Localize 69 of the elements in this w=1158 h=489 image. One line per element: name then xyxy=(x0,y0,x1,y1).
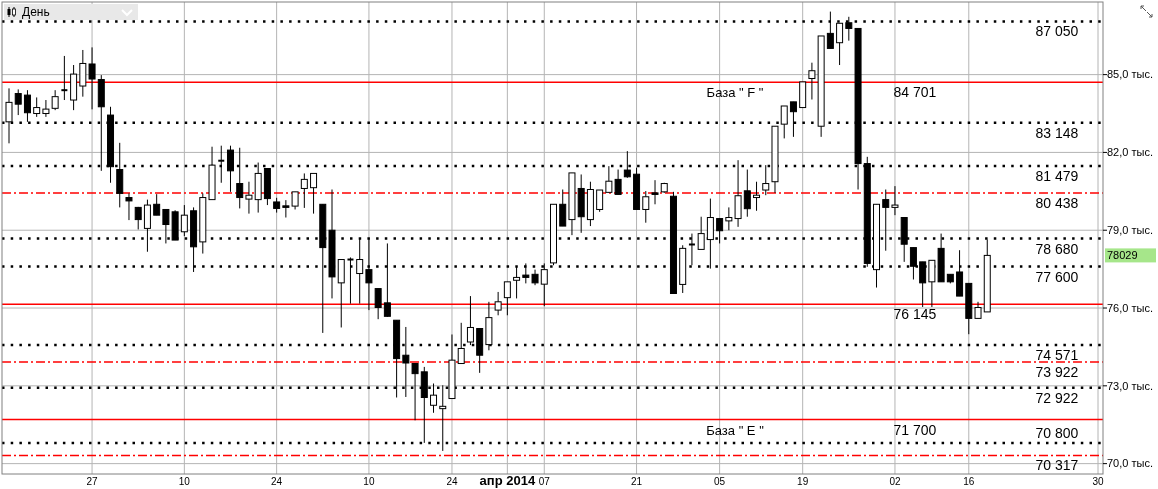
candlestick xyxy=(651,179,659,205)
x-tick-label: 27 xyxy=(86,476,99,487)
ref-line-label: 76 145 xyxy=(893,306,937,323)
ref-line-label: 72 922 xyxy=(1035,389,1079,406)
x-tick-label: 07 xyxy=(538,476,551,487)
x-tick-label: 10 xyxy=(363,476,375,487)
ref-line-label: 78 680 xyxy=(1035,240,1079,257)
ref-line-label: 73 922 xyxy=(1035,363,1079,380)
candlestick xyxy=(559,189,567,227)
ref-line-label: 74 571 xyxy=(1035,347,1079,364)
candlestick xyxy=(180,204,188,237)
candlestick xyxy=(734,159,742,228)
y-tick-label: 76,0 тыс. xyxy=(1107,301,1153,314)
candlestick xyxy=(697,216,705,250)
candlestick xyxy=(494,291,502,316)
candlestick xyxy=(743,169,751,218)
x-tick-label: 21 xyxy=(631,476,643,487)
annotation: База " F " xyxy=(706,85,764,101)
candlestick xyxy=(33,96,41,118)
y-tick-label: 85,0 тыс. xyxy=(1107,68,1153,81)
candlestick xyxy=(374,288,382,320)
candlestick xyxy=(310,172,318,215)
ref-line-label: 70 317 xyxy=(1035,457,1079,474)
ref-line-label: 70 800 xyxy=(1035,424,1079,441)
candlestick xyxy=(439,384,447,452)
x-tick-label: 16 xyxy=(963,476,975,487)
x-tick-label: 10 xyxy=(178,476,191,487)
y-tick-label: 73,0 тыс. xyxy=(1107,379,1153,392)
y-tick-label: 82,0 тыс. xyxy=(1107,146,1153,159)
y-tick-label: 70,0 тыс. xyxy=(1107,457,1153,470)
candlestick xyxy=(503,281,511,316)
candlestick xyxy=(125,192,133,221)
ref-line-label: 84 701 xyxy=(893,84,937,101)
x-tick-label: 24 xyxy=(271,476,283,487)
candlestick xyxy=(882,189,890,252)
candlestick xyxy=(300,172,308,209)
candlestick xyxy=(245,181,253,215)
text: 78029 xyxy=(1107,249,1138,262)
x-tick-label: 30 xyxy=(1092,476,1104,487)
ref-line-label: 71 700 xyxy=(893,421,937,438)
ref-line-label: 87 050 xyxy=(1035,23,1079,40)
candlestick xyxy=(430,382,438,414)
candlestick xyxy=(725,206,733,231)
x-tick-label: 24 xyxy=(446,476,458,487)
chart-title: День xyxy=(22,5,50,19)
candlestick xyxy=(891,185,899,216)
ref-line-label: 80 438 xyxy=(1035,194,1079,211)
ref-line-label: 77 600 xyxy=(1035,268,1079,285)
candlestick xyxy=(60,55,69,101)
candlestick xyxy=(79,49,87,98)
candlestick xyxy=(88,46,96,110)
x-tick-label: 02 xyxy=(889,476,901,487)
candlestick xyxy=(780,105,788,139)
x-tick-label: апр 2014 xyxy=(479,473,536,488)
candlestick xyxy=(337,259,345,328)
candlestick xyxy=(762,164,770,196)
candlestick xyxy=(226,145,234,193)
candlestick xyxy=(143,199,151,253)
y-tick-label: 79,0 тыс. xyxy=(1107,224,1153,237)
candlestick xyxy=(642,190,650,224)
ref-line-label: 83 148 xyxy=(1035,124,1079,141)
candlestick xyxy=(153,193,161,216)
x-tick-label: 19 xyxy=(797,476,809,487)
candlestick xyxy=(753,181,761,212)
candlestick xyxy=(596,189,604,213)
candlestick xyxy=(14,88,22,116)
annotation: База " E " xyxy=(706,422,765,438)
x-tick-label: 05 xyxy=(714,476,726,487)
ref-line-label: 81 479 xyxy=(1035,167,1079,184)
